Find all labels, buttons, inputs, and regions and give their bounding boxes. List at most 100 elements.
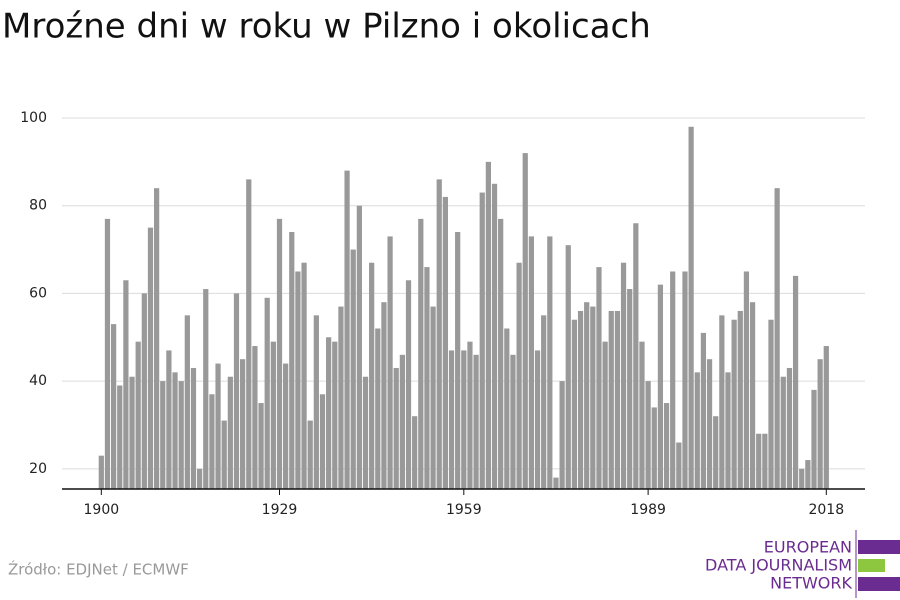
bar	[485, 161, 491, 489]
bar	[362, 376, 369, 489]
bar	[602, 341, 608, 489]
x-tick-label: 1989	[630, 502, 666, 518]
bar	[762, 433, 768, 489]
bar	[676, 442, 682, 489]
bar	[356, 205, 362, 489]
bar	[154, 188, 160, 490]
bar	[811, 389, 817, 489]
bar	[577, 310, 584, 489]
logo: EUROPEAN DATA JOURNALISM NETWORK	[705, 530, 900, 598]
bar	[663, 403, 670, 489]
x-tick-label: 1900	[84, 502, 120, 518]
bar	[190, 367, 197, 489]
bar	[823, 346, 829, 489]
x-tick-label: 2018	[808, 502, 844, 518]
bar	[461, 350, 467, 489]
bar	[135, 341, 141, 489]
bar	[221, 420, 227, 489]
bar	[209, 394, 215, 489]
bar	[172, 372, 178, 489]
bar	[725, 372, 731, 489]
bar	[399, 354, 405, 489]
bar	[375, 328, 381, 489]
bar	[590, 306, 596, 489]
bar	[498, 218, 504, 489]
bar	[799, 468, 805, 489]
bar	[258, 403, 264, 489]
chart-title: Mroźne dni w roku w Pilzno i okolicach	[2, 7, 651, 47]
bar	[160, 381, 166, 489]
bar	[547, 236, 553, 489]
bar	[289, 232, 295, 489]
bar	[424, 267, 430, 489]
logo-text: EUROPEAN	[764, 538, 852, 557]
bar	[442, 196, 448, 490]
bar	[178, 381, 184, 489]
x-tick-label: 1959	[446, 502, 482, 518]
bar	[817, 359, 823, 489]
y-tick-label: 100	[20, 110, 47, 126]
bar	[117, 385, 123, 489]
bar	[786, 367, 793, 489]
bar	[473, 354, 479, 489]
bar	[276, 218, 283, 489]
bar	[252, 346, 258, 489]
bar	[350, 249, 356, 489]
bar	[743, 271, 750, 489]
bar	[110, 324, 117, 489]
bar	[319, 394, 326, 489]
bar	[369, 262, 375, 489]
bar	[565, 245, 571, 489]
bar	[418, 218, 424, 489]
bar	[197, 468, 203, 489]
bar	[215, 363, 221, 489]
bar	[749, 302, 756, 489]
bar	[713, 416, 719, 489]
bar	[559, 381, 565, 489]
bar	[264, 297, 270, 489]
bar	[227, 376, 233, 489]
bar	[233, 293, 240, 489]
bar	[301, 262, 307, 489]
bar	[670, 271, 676, 489]
bar	[393, 367, 399, 489]
bar	[467, 341, 473, 489]
bar	[412, 416, 418, 489]
bar	[338, 306, 344, 489]
bar	[240, 359, 246, 489]
bar	[147, 227, 154, 489]
bar	[780, 376, 786, 489]
logo-text: DATA JOURNALISM	[705, 556, 852, 575]
bar	[98, 455, 104, 489]
bar	[313, 315, 319, 489]
bar	[141, 293, 147, 489]
bar	[657, 284, 664, 489]
bar	[479, 192, 485, 489]
source: Źródło: EDJNet / ECMWF	[8, 560, 189, 579]
bar	[491, 183, 498, 489]
bar	[645, 381, 651, 489]
bar	[430, 306, 436, 489]
bar	[688, 126, 694, 489]
bar	[246, 179, 252, 489]
bar	[184, 315, 190, 489]
bar	[504, 328, 510, 489]
bar	[129, 376, 135, 489]
bar	[510, 354, 516, 489]
bar	[596, 267, 602, 489]
bar	[203, 289, 209, 489]
bar	[639, 341, 645, 489]
bar	[737, 310, 743, 489]
bar	[706, 359, 713, 489]
bar	[571, 319, 578, 489]
bar	[620, 262, 627, 489]
y-tick-label: 80	[29, 198, 47, 214]
bar	[528, 236, 535, 489]
bar	[719, 315, 725, 489]
bar	[270, 341, 276, 489]
bar	[608, 310, 614, 489]
logo-bar	[858, 559, 885, 572]
bar	[405, 280, 412, 489]
bar	[123, 280, 129, 489]
